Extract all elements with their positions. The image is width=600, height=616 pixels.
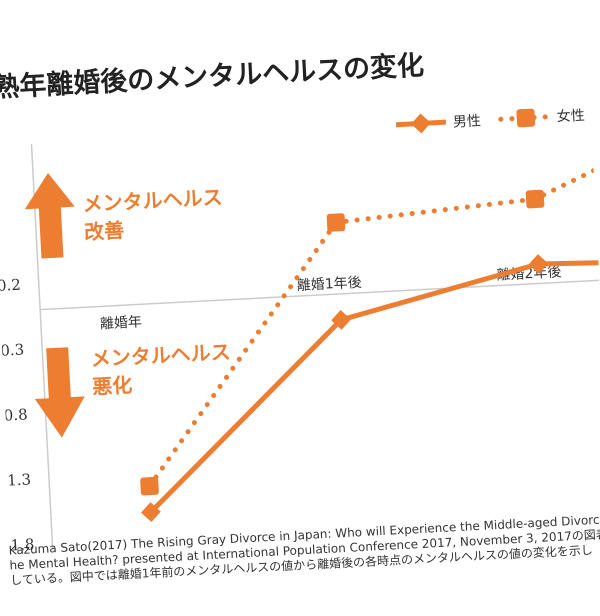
y-tick-label: -0.3	[0, 341, 25, 360]
y-tick-label: 0.2	[0, 276, 21, 295]
arrow-down-icon	[34, 347, 85, 438]
worsen-label: 悪化	[92, 373, 133, 399]
data-point-male	[331, 309, 351, 330]
x-category-label: 離婚年	[100, 313, 143, 332]
y-tick-label: -1.3	[2, 470, 32, 489]
data-point-female	[525, 189, 545, 209]
legend-female-marker	[516, 108, 536, 128]
data-point-male	[528, 254, 549, 274]
legend-female-label: 女性	[556, 107, 585, 125]
y-tick-label: -1.8	[5, 535, 35, 554]
data-point-female	[140, 476, 159, 496]
x-category-label: 離婚2年後	[496, 263, 562, 283]
data-point-female	[326, 213, 346, 232]
series-line-male	[148, 257, 600, 515]
legend-male-marker	[411, 113, 431, 134]
improve-label: メンタルヘルス	[82, 185, 223, 216]
data-point-male	[141, 502, 161, 522]
x-category-label: 離婚1年後	[296, 274, 362, 294]
y-axis	[30, 143, 54, 549]
series-line-female	[147, 101, 600, 489]
improve-label: 改善	[84, 218, 125, 244]
y-tick-label: -0.8	[0, 405, 28, 424]
legend-male-label: 男性	[453, 113, 482, 130]
zero-line	[40, 278, 600, 311]
worsen-label: メンタルヘルス	[90, 340, 231, 371]
arrow-up-icon	[24, 173, 75, 259]
